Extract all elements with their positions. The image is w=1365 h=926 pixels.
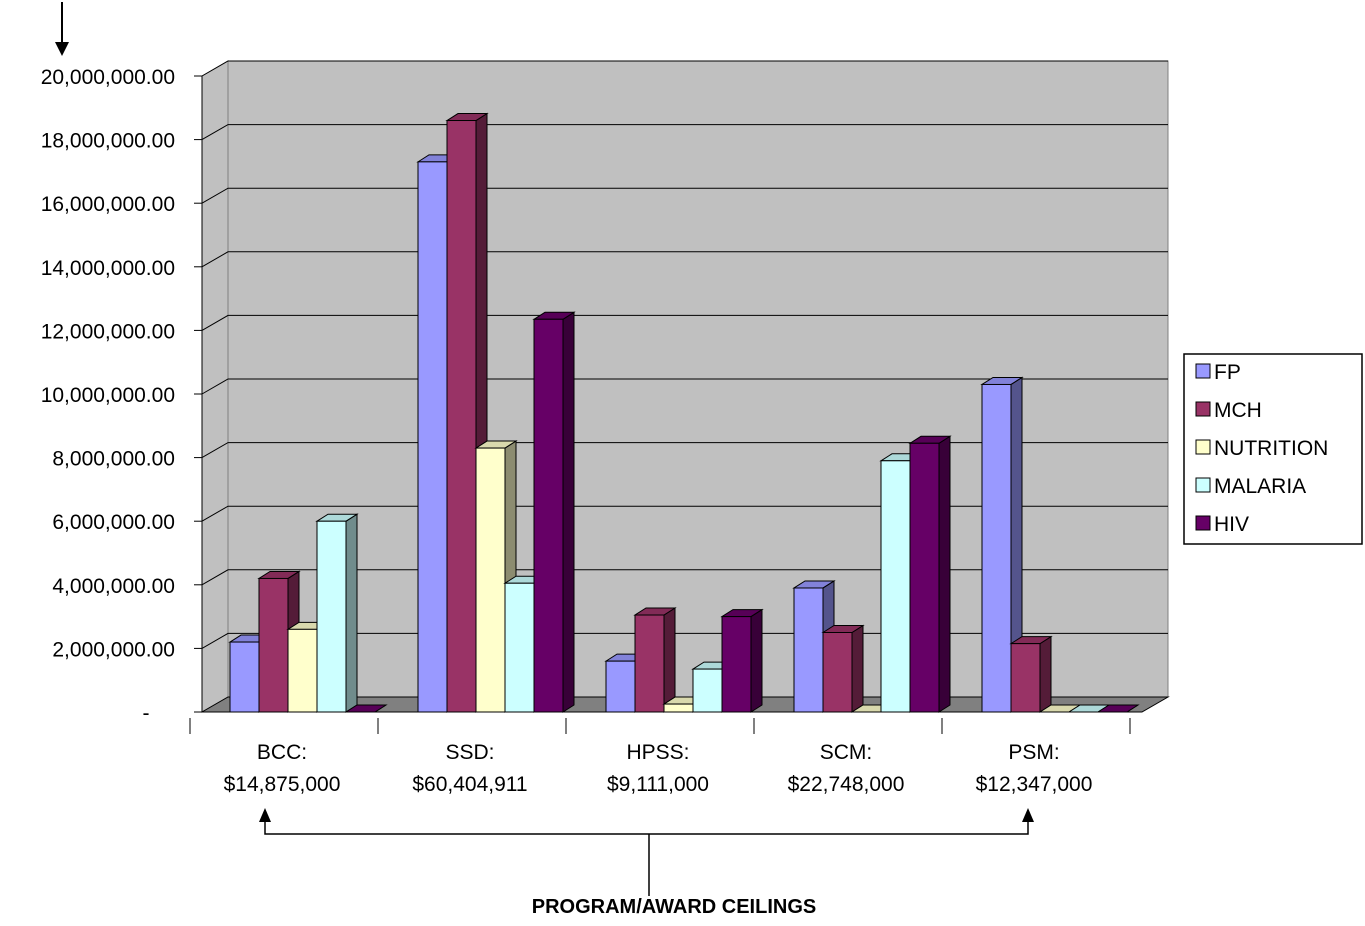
bar-hiv-3 bbox=[908, 435, 952, 713]
legend-swatch bbox=[1195, 439, 1211, 455]
bar-front bbox=[981, 383, 1012, 713]
bar-front bbox=[446, 120, 477, 713]
bracket-arrow-right bbox=[1022, 808, 1034, 822]
bar-front bbox=[605, 660, 636, 713]
bar-front bbox=[634, 614, 665, 713]
bar-front bbox=[909, 442, 940, 713]
y-tick-label: 18,000,000.00 bbox=[41, 130, 175, 153]
bar-front bbox=[663, 703, 694, 713]
axes-group: - 2,000,000.00 4,000,000.00 6,000,000.00 8,0… bbox=[41, 66, 1142, 796]
bar-side bbox=[1039, 635, 1052, 713]
bar-front bbox=[793, 587, 824, 713]
bar-side bbox=[562, 311, 575, 713]
legend-item-nutrition: NUTRITION bbox=[1195, 437, 1328, 460]
bar-mch-3 bbox=[821, 624, 865, 713]
legend-item-mch: MCH bbox=[1195, 399, 1262, 422]
y-tick-label: 4,000,000.00 bbox=[52, 575, 175, 598]
y-tick-label: 14,000,000.00 bbox=[41, 257, 175, 280]
gridline bbox=[201, 505, 1168, 522]
x-axis-title: PROGRAM/AWARD CEILINGS bbox=[532, 896, 816, 918]
bar-fp-4 bbox=[980, 376, 1024, 713]
gridline bbox=[201, 378, 1168, 395]
legend-swatch bbox=[1195, 363, 1211, 379]
legend-item-malaria: MALARIA bbox=[1195, 475, 1306, 498]
legend-swatch bbox=[1195, 515, 1211, 531]
bar-front bbox=[822, 632, 853, 713]
x-tick-label: SCM: $22,748,000 bbox=[788, 741, 905, 796]
bar-mch-2 bbox=[633, 607, 677, 713]
bar-front bbox=[229, 641, 260, 713]
gridline bbox=[201, 60, 1168, 77]
legend-swatch bbox=[1195, 401, 1211, 417]
legend-label: HIV bbox=[1214, 513, 1249, 536]
legend-label: NUTRITION bbox=[1214, 437, 1328, 460]
x-tick-label: SSD: $60,404,911 bbox=[412, 741, 527, 796]
bar-front bbox=[287, 628, 318, 713]
bar-hiv-2 bbox=[720, 608, 764, 713]
y-tick-label: 10,000,000.00 bbox=[41, 384, 175, 407]
legend-label: FP bbox=[1214, 361, 1241, 384]
bar-front bbox=[721, 616, 752, 713]
y-tick-label: 16,000,000.00 bbox=[41, 193, 175, 216]
bracket-line bbox=[264, 820, 1029, 835]
y-tick-label: 20,000,000.00 bbox=[41, 66, 175, 89]
bar-front bbox=[692, 668, 723, 713]
bars-group bbox=[228, 112, 1140, 713]
bar-side bbox=[938, 435, 951, 713]
x-tick-label: PSM: $12,347,000 bbox=[976, 741, 1093, 796]
legend-item-hiv: HIV bbox=[1195, 513, 1249, 536]
bar-front bbox=[475, 447, 506, 713]
annotations: PROGRAM/AWARD CEILINGS bbox=[55, 2, 1034, 918]
legend-box bbox=[1183, 353, 1363, 545]
y-tick-label: 12,000,000.00 bbox=[41, 320, 175, 343]
bar-side bbox=[750, 608, 763, 713]
bracket-arrow-left bbox=[259, 808, 271, 822]
bar-front bbox=[316, 520, 347, 713]
gridline bbox=[201, 251, 1168, 268]
gridline bbox=[201, 124, 1168, 141]
y-tick-label: 6,000,000.00 bbox=[52, 511, 175, 534]
x-tick-label: BCC: $14,875,000 bbox=[224, 741, 341, 796]
bar-side bbox=[663, 607, 676, 713]
bar-front bbox=[504, 582, 535, 713]
bar-front bbox=[1010, 643, 1041, 713]
y-tick-label: 8,000,000.00 bbox=[52, 448, 175, 471]
gridline bbox=[201, 314, 1168, 331]
bar-hiv-1 bbox=[532, 311, 576, 713]
legend-label: MALARIA bbox=[1214, 475, 1306, 498]
bar-front bbox=[417, 161, 448, 713]
down-arrow-head bbox=[55, 42, 69, 56]
legend-item-fp: FP bbox=[1195, 361, 1241, 384]
y-tick-label: 2,000,000.00 bbox=[52, 638, 175, 661]
x-tick-label: HPSS: $9,111,000 bbox=[607, 741, 709, 796]
gridline bbox=[201, 442, 1168, 459]
legend-label: MCH bbox=[1214, 399, 1262, 422]
bar-front bbox=[880, 460, 911, 713]
bar-front bbox=[258, 577, 289, 713]
y-tick-label: - bbox=[143, 702, 150, 725]
bar-malaria-0 bbox=[315, 513, 359, 713]
bar-mch-4 bbox=[1009, 635, 1053, 713]
bar-front bbox=[533, 318, 564, 713]
gridline bbox=[201, 187, 1168, 204]
gridline bbox=[201, 569, 1168, 586]
bar-side bbox=[345, 513, 358, 713]
legend: FP MCH NUTRITION MALARIA HIV bbox=[1183, 353, 1363, 545]
legend-swatch bbox=[1195, 477, 1211, 493]
bar-side bbox=[851, 624, 864, 713]
